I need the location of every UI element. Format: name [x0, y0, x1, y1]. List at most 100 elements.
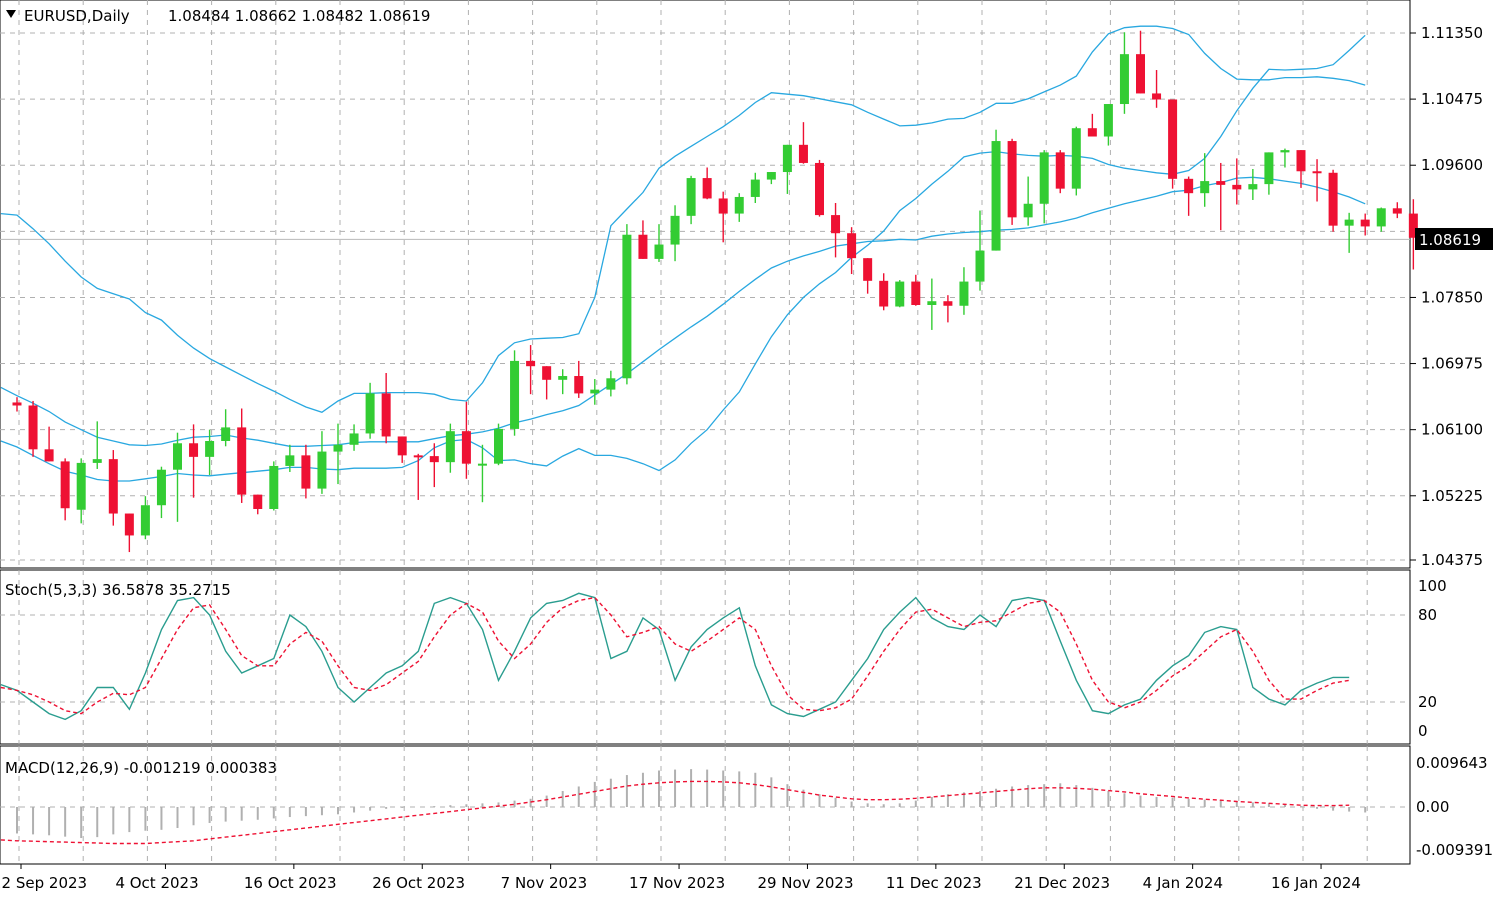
candle[interactable]	[991, 129, 1001, 251]
candle[interactable]	[798, 122, 808, 164]
candle[interactable]	[911, 274, 921, 306]
candle[interactable]	[558, 369, 568, 395]
candle[interactable]	[92, 421, 102, 469]
candle-body	[317, 451, 327, 489]
candle[interactable]	[1023, 176, 1033, 226]
candle[interactable]	[863, 258, 873, 294]
candle[interactable]	[60, 458, 70, 521]
stoch-panel-frame	[0, 569, 1411, 745]
candle[interactable]	[750, 172, 760, 203]
candle[interactable]	[1408, 199, 1418, 270]
candle[interactable]	[766, 172, 776, 185]
candle[interactable]	[461, 401, 471, 479]
candle[interactable]	[285, 444, 295, 472]
candle[interactable]	[156, 466, 166, 519]
candle[interactable]	[1071, 126, 1081, 196]
candle[interactable]	[205, 429, 215, 475]
candle[interactable]	[12, 397, 22, 412]
candle[interactable]	[349, 424, 359, 451]
candle[interactable]	[381, 373, 391, 444]
candle[interactable]	[494, 423, 503, 466]
candle[interactable]	[670, 205, 680, 262]
candle[interactable]	[1152, 70, 1162, 108]
candle[interactable]	[1280, 148, 1290, 168]
candle[interactable]	[317, 431, 327, 494]
candle[interactable]	[1168, 99, 1178, 189]
candle[interactable]	[1312, 159, 1322, 202]
candle[interactable]	[1136, 30, 1145, 94]
candle[interactable]	[189, 424, 199, 498]
candle[interactable]	[44, 426, 54, 462]
candle[interactable]	[1264, 152, 1274, 195]
candle[interactable]	[686, 175, 696, 225]
candle[interactable]	[1007, 138, 1017, 225]
candle[interactable]	[221, 409, 231, 447]
candle[interactable]	[542, 366, 552, 400]
candles[interactable]	[12, 30, 1434, 553]
candle[interactable]	[1200, 153, 1210, 207]
candle[interactable]	[108, 450, 118, 526]
candle-body	[1248, 184, 1258, 190]
candle[interactable]	[173, 432, 182, 522]
candle[interactable]	[622, 224, 632, 385]
candle[interactable]	[831, 203, 841, 258]
candle[interactable]	[654, 224, 664, 262]
candle[interactable]	[269, 461, 279, 511]
candle[interactable]	[237, 408, 247, 503]
candle[interactable]	[1039, 150, 1049, 224]
candle[interactable]	[1248, 169, 1258, 200]
candle-body	[349, 433, 359, 445]
candle[interactable]	[445, 423, 455, 473]
candle[interactable]	[638, 220, 648, 259]
candle[interactable]	[365, 382, 375, 439]
candle[interactable]	[959, 267, 969, 315]
menu-triangle-icon[interactable]	[6, 10, 16, 18]
candle[interactable]	[510, 350, 520, 436]
candle[interactable]	[815, 159, 824, 217]
candle[interactable]	[333, 423, 343, 485]
candle[interactable]	[477, 444, 487, 503]
candle[interactable]	[1216, 162, 1226, 231]
candle[interactable]	[1376, 207, 1386, 232]
candle[interactable]	[1055, 150, 1065, 194]
candle[interactable]	[1103, 104, 1113, 146]
candle-body	[140, 505, 150, 536]
candle[interactable]	[1360, 213, 1370, 236]
candle[interactable]	[879, 273, 889, 311]
candle[interactable]	[847, 227, 857, 275]
candle[interactable]	[702, 167, 712, 200]
candle[interactable]	[429, 443, 439, 488]
candle[interactable]	[574, 360, 584, 398]
candle[interactable]	[590, 379, 600, 405]
candle[interactable]	[124, 513, 134, 553]
candle[interactable]	[1087, 113, 1097, 137]
candle[interactable]	[76, 458, 86, 524]
candle[interactable]	[1232, 158, 1242, 205]
candle-body	[1055, 152, 1065, 189]
candle[interactable]	[734, 193, 744, 222]
candle[interactable]	[140, 496, 150, 540]
candle[interactable]	[943, 295, 953, 323]
candle[interactable]	[718, 191, 728, 243]
candle[interactable]	[927, 278, 937, 330]
candle[interactable]	[782, 144, 792, 194]
candle[interactable]	[606, 370, 616, 397]
candle[interactable]	[1392, 202, 1402, 219]
candle-body	[1392, 208, 1402, 214]
candle[interactable]	[526, 345, 536, 395]
candle[interactable]	[253, 494, 263, 515]
candle[interactable]	[895, 280, 905, 308]
candle[interactable]	[1296, 150, 1306, 188]
candle[interactable]	[301, 444, 311, 499]
candle-body	[461, 431, 471, 464]
candle[interactable]	[413, 453, 423, 500]
candle[interactable]	[1184, 176, 1194, 216]
candle[interactable]	[1328, 169, 1338, 232]
candle[interactable]	[975, 210, 985, 291]
candle[interactable]	[397, 436, 407, 463]
candle[interactable]	[28, 400, 38, 457]
candle[interactable]	[1344, 212, 1354, 253]
candle[interactable]	[1119, 32, 1129, 114]
